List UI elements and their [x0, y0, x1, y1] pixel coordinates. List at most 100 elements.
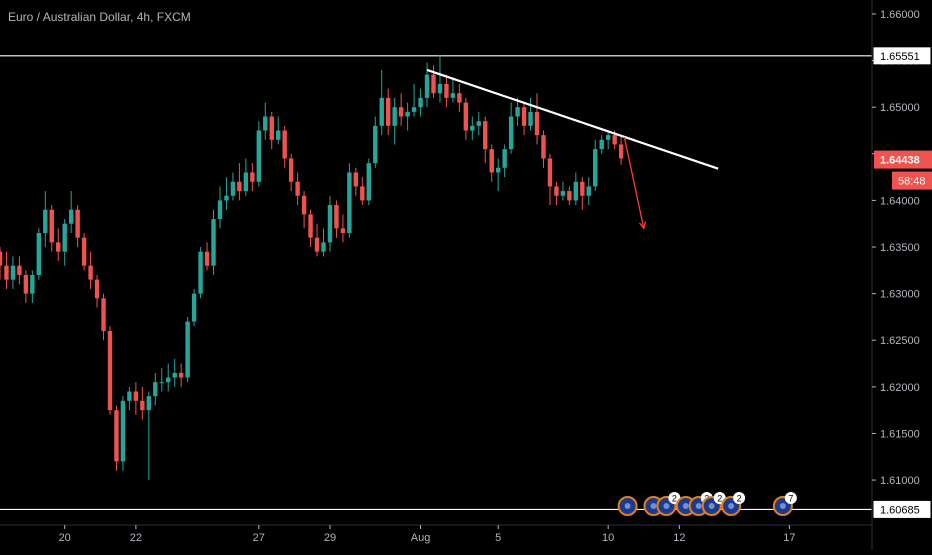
candle [237, 163, 242, 201]
candle-body [308, 214, 313, 238]
candle [127, 386, 132, 411]
candle-body [17, 265, 22, 275]
level-price-label: 1.60685 [873, 500, 931, 518]
candle-body [237, 181, 242, 192]
event-flag-icon [663, 503, 670, 509]
candle [457, 83, 462, 112]
event-flag-icon [624, 503, 631, 509]
candle [204, 242, 210, 271]
candle [256, 121, 261, 187]
event-marker[interactable]: 2 [701, 492, 726, 516]
candle [327, 195, 333, 252]
candle [418, 88, 423, 117]
event-marker[interactable]: 2 [721, 492, 746, 516]
event-count-label: 2 [717, 494, 722, 504]
candle-body [573, 181, 579, 201]
candle [541, 130, 546, 168]
current-price-label: 1.64438 58:48 [874, 150, 932, 190]
candle-body [94, 279, 100, 299]
candle-body [521, 107, 527, 126]
candle [573, 172, 579, 206]
candle [88, 251, 93, 289]
candle [36, 228, 42, 280]
candle-body [81, 237, 87, 266]
event-flag-icon [728, 503, 735, 509]
candle [269, 111, 274, 150]
time-tick-label: 22 [130, 532, 142, 544]
event-count-badge [784, 492, 797, 504]
candle-body [463, 102, 469, 131]
candle-body [146, 396, 152, 411]
candle [276, 116, 281, 145]
candle [431, 65, 436, 98]
candle [521, 102, 527, 136]
price-tick-label: 1.62000 [880, 382, 920, 394]
candle-body [30, 274, 35, 294]
candle [146, 391, 152, 481]
candle [334, 200, 339, 238]
candle [10, 256, 16, 289]
candle-body [301, 195, 307, 215]
candle [314, 223, 320, 257]
time-tick-label: 10 [602, 532, 614, 544]
candle [340, 214, 346, 243]
candle [411, 83, 417, 117]
candle-body [379, 97, 384, 126]
candle-body [224, 195, 229, 201]
candle-body [166, 377, 171, 383]
time-tick-label: 29 [324, 532, 336, 544]
candle [295, 172, 300, 206]
trendline[interactable] [426, 68, 719, 170]
candle-body [198, 251, 203, 294]
candle-body [133, 391, 139, 401]
candle-body [392, 107, 397, 126]
candle [159, 368, 164, 392]
candle-body [528, 111, 533, 126]
candle [17, 256, 22, 285]
event-flag-icon [779, 503, 786, 509]
candle-body [282, 130, 287, 159]
candle-body [618, 144, 624, 159]
countdown-text: 58:48 [898, 176, 926, 188]
level-price-label: 1.65551 [873, 47, 931, 65]
candle [502, 144, 507, 178]
event-flag-icon [650, 503, 657, 509]
candle [560, 181, 566, 201]
candle-body [62, 223, 67, 252]
candle [347, 163, 352, 238]
candle-body [534, 111, 540, 136]
candle [515, 97, 520, 126]
candle-body [43, 209, 48, 234]
candle [49, 205, 54, 252]
candle-body [153, 382, 158, 397]
candle [353, 167, 359, 196]
level-price-label-bg [873, 47, 931, 65]
price-tick-label: 1.65000 [880, 102, 920, 114]
candle-body [107, 330, 113, 411]
candle [243, 158, 249, 196]
event-marker[interactable]: 7 [772, 492, 797, 516]
candle [43, 191, 48, 248]
projection-arrow-shaft[interactable] [623, 136, 645, 229]
candle [398, 93, 404, 126]
price-tick-label: 1.63000 [880, 289, 920, 301]
candle-body [276, 130, 281, 140]
candle-body [457, 93, 462, 103]
candle-body [114, 410, 119, 462]
event-count-label: 2 [737, 494, 742, 504]
candle-body [204, 251, 210, 266]
candle-body [120, 400, 126, 462]
candle-body [217, 200, 223, 220]
candle-body [295, 181, 300, 196]
candle-body [444, 83, 449, 98]
candle-body [56, 242, 61, 252]
candle-body [243, 172, 249, 192]
current-price-bg [874, 150, 932, 169]
candle-body [0, 251, 3, 266]
candle [140, 386, 145, 420]
event-marker[interactable] [617, 496, 638, 516]
candle [75, 205, 80, 248]
